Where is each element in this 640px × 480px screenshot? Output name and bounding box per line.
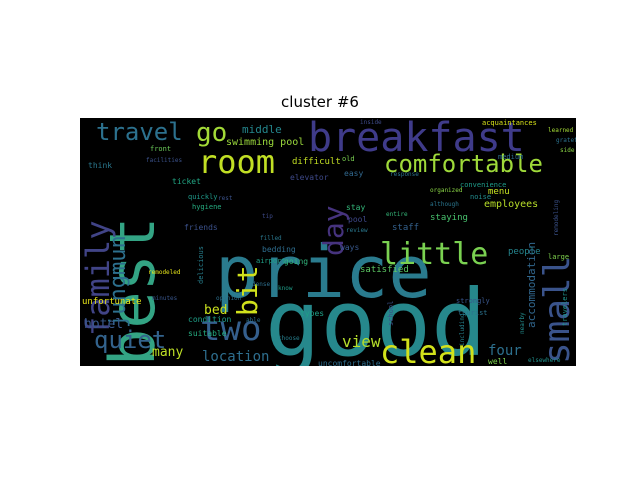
word-think: think [88, 161, 113, 170]
word-people: people [508, 247, 541, 257]
word-friends: friends [184, 223, 218, 232]
word-convenience: convenience [460, 181, 507, 189]
word-easy: easy [344, 169, 364, 178]
word-stay: stay [346, 203, 366, 212]
word-suitable: suitable [188, 329, 227, 338]
word-tip: tip [262, 213, 273, 220]
word-tourist: tourist [458, 309, 488, 317]
word-strongly: strongly [456, 297, 490, 305]
word-cloud: price good best breakfast family room clean two… [80, 118, 576, 366]
word-jungmun: jungmun [106, 235, 131, 328]
word-condition: condition [188, 315, 232, 324]
word-remodeling: remodeling [553, 199, 560, 236]
word-minutes: minutes [152, 295, 178, 302]
word-swimming-pool: swimming pool [226, 137, 305, 148]
word-entire: entire [386, 211, 408, 218]
word-pool: pool [348, 215, 368, 224]
word-hotel: hotel [84, 317, 124, 332]
word-types: types [300, 309, 325, 318]
word-staying: staying [430, 213, 468, 223]
word-bit: bit [231, 265, 264, 316]
word-including: including [459, 313, 466, 346]
word-old: old [342, 155, 355, 163]
word-able: able [246, 317, 261, 324]
word-staff: staff [392, 223, 420, 233]
word-although: although [430, 201, 459, 208]
word-view: view [342, 332, 381, 351]
word-inside: inside [360, 119, 382, 126]
word-nearby: nearby [519, 312, 526, 334]
word-ways: ways [340, 243, 360, 252]
word-front: front [150, 145, 172, 153]
word-room: room [198, 143, 276, 181]
word-little: little [380, 237, 489, 272]
word-delicious: delicious [197, 246, 205, 284]
word-menu: menu [488, 187, 510, 197]
word-grateful: grateful [556, 137, 576, 144]
word-school: school [387, 300, 395, 326]
word-employees: employees [484, 199, 539, 210]
word-travelers: travelers [561, 288, 569, 326]
word-travel: travel [96, 118, 183, 146]
word-four: four [488, 343, 522, 359]
word-acquaintances: acquaintances [482, 119, 537, 127]
word-bedding: bedding [262, 245, 296, 254]
word-airport: airport [256, 257, 286, 265]
word-price: price [215, 230, 432, 314]
word-learned: learned [548, 127, 574, 134]
word-organized: organized [430, 187, 463, 194]
word-hygiene: hygiene [192, 203, 222, 211]
word-elevator: elevator [290, 173, 329, 182]
word-difficult: difficult [292, 157, 341, 167]
word-breakfast: breakfast [308, 118, 525, 161]
word-good: good [265, 270, 487, 367]
word-going: going [284, 257, 309, 266]
word-rest: rest [218, 195, 233, 202]
word-ticket: ticket [172, 177, 201, 186]
word-choose: choose [278, 335, 300, 342]
word-go: go [196, 118, 228, 148]
word-medium: medium [498, 153, 524, 161]
word-review: review [346, 227, 368, 234]
word-clean: clean [380, 333, 477, 366]
chart-title: cluster #6 [281, 93, 359, 111]
word-bed: bed [204, 303, 228, 318]
word-remodeled: remodeled [148, 269, 181, 276]
word-two: two [200, 309, 262, 349]
word-know: know [278, 285, 293, 292]
word-unfortunate: unfortunate [82, 297, 142, 307]
word-facilities: facilities [146, 157, 183, 164]
word-response: response [390, 171, 419, 178]
word-elsewhere: elsewhere [528, 357, 561, 364]
word-quiet: quiet [94, 326, 167, 354]
word-many: many [152, 345, 184, 360]
word-middle: middle [242, 123, 282, 136]
word-uncomfortable: uncomfortable [318, 359, 381, 367]
word-well: well [488, 357, 508, 366]
word-dense: dense [252, 281, 271, 288]
word-location: location [202, 349, 270, 365]
word-satisfied: satisfied [360, 265, 409, 275]
word-large: large [548, 253, 570, 261]
word-small: small [537, 255, 576, 364]
word-noise: noise [470, 193, 492, 201]
word-filled: filled [260, 235, 282, 242]
word-opinion: opinion [216, 295, 242, 302]
word-quickly: quickly [188, 193, 218, 201]
word-side: side [560, 147, 575, 154]
word-comfortable: comfortable [384, 150, 543, 178]
